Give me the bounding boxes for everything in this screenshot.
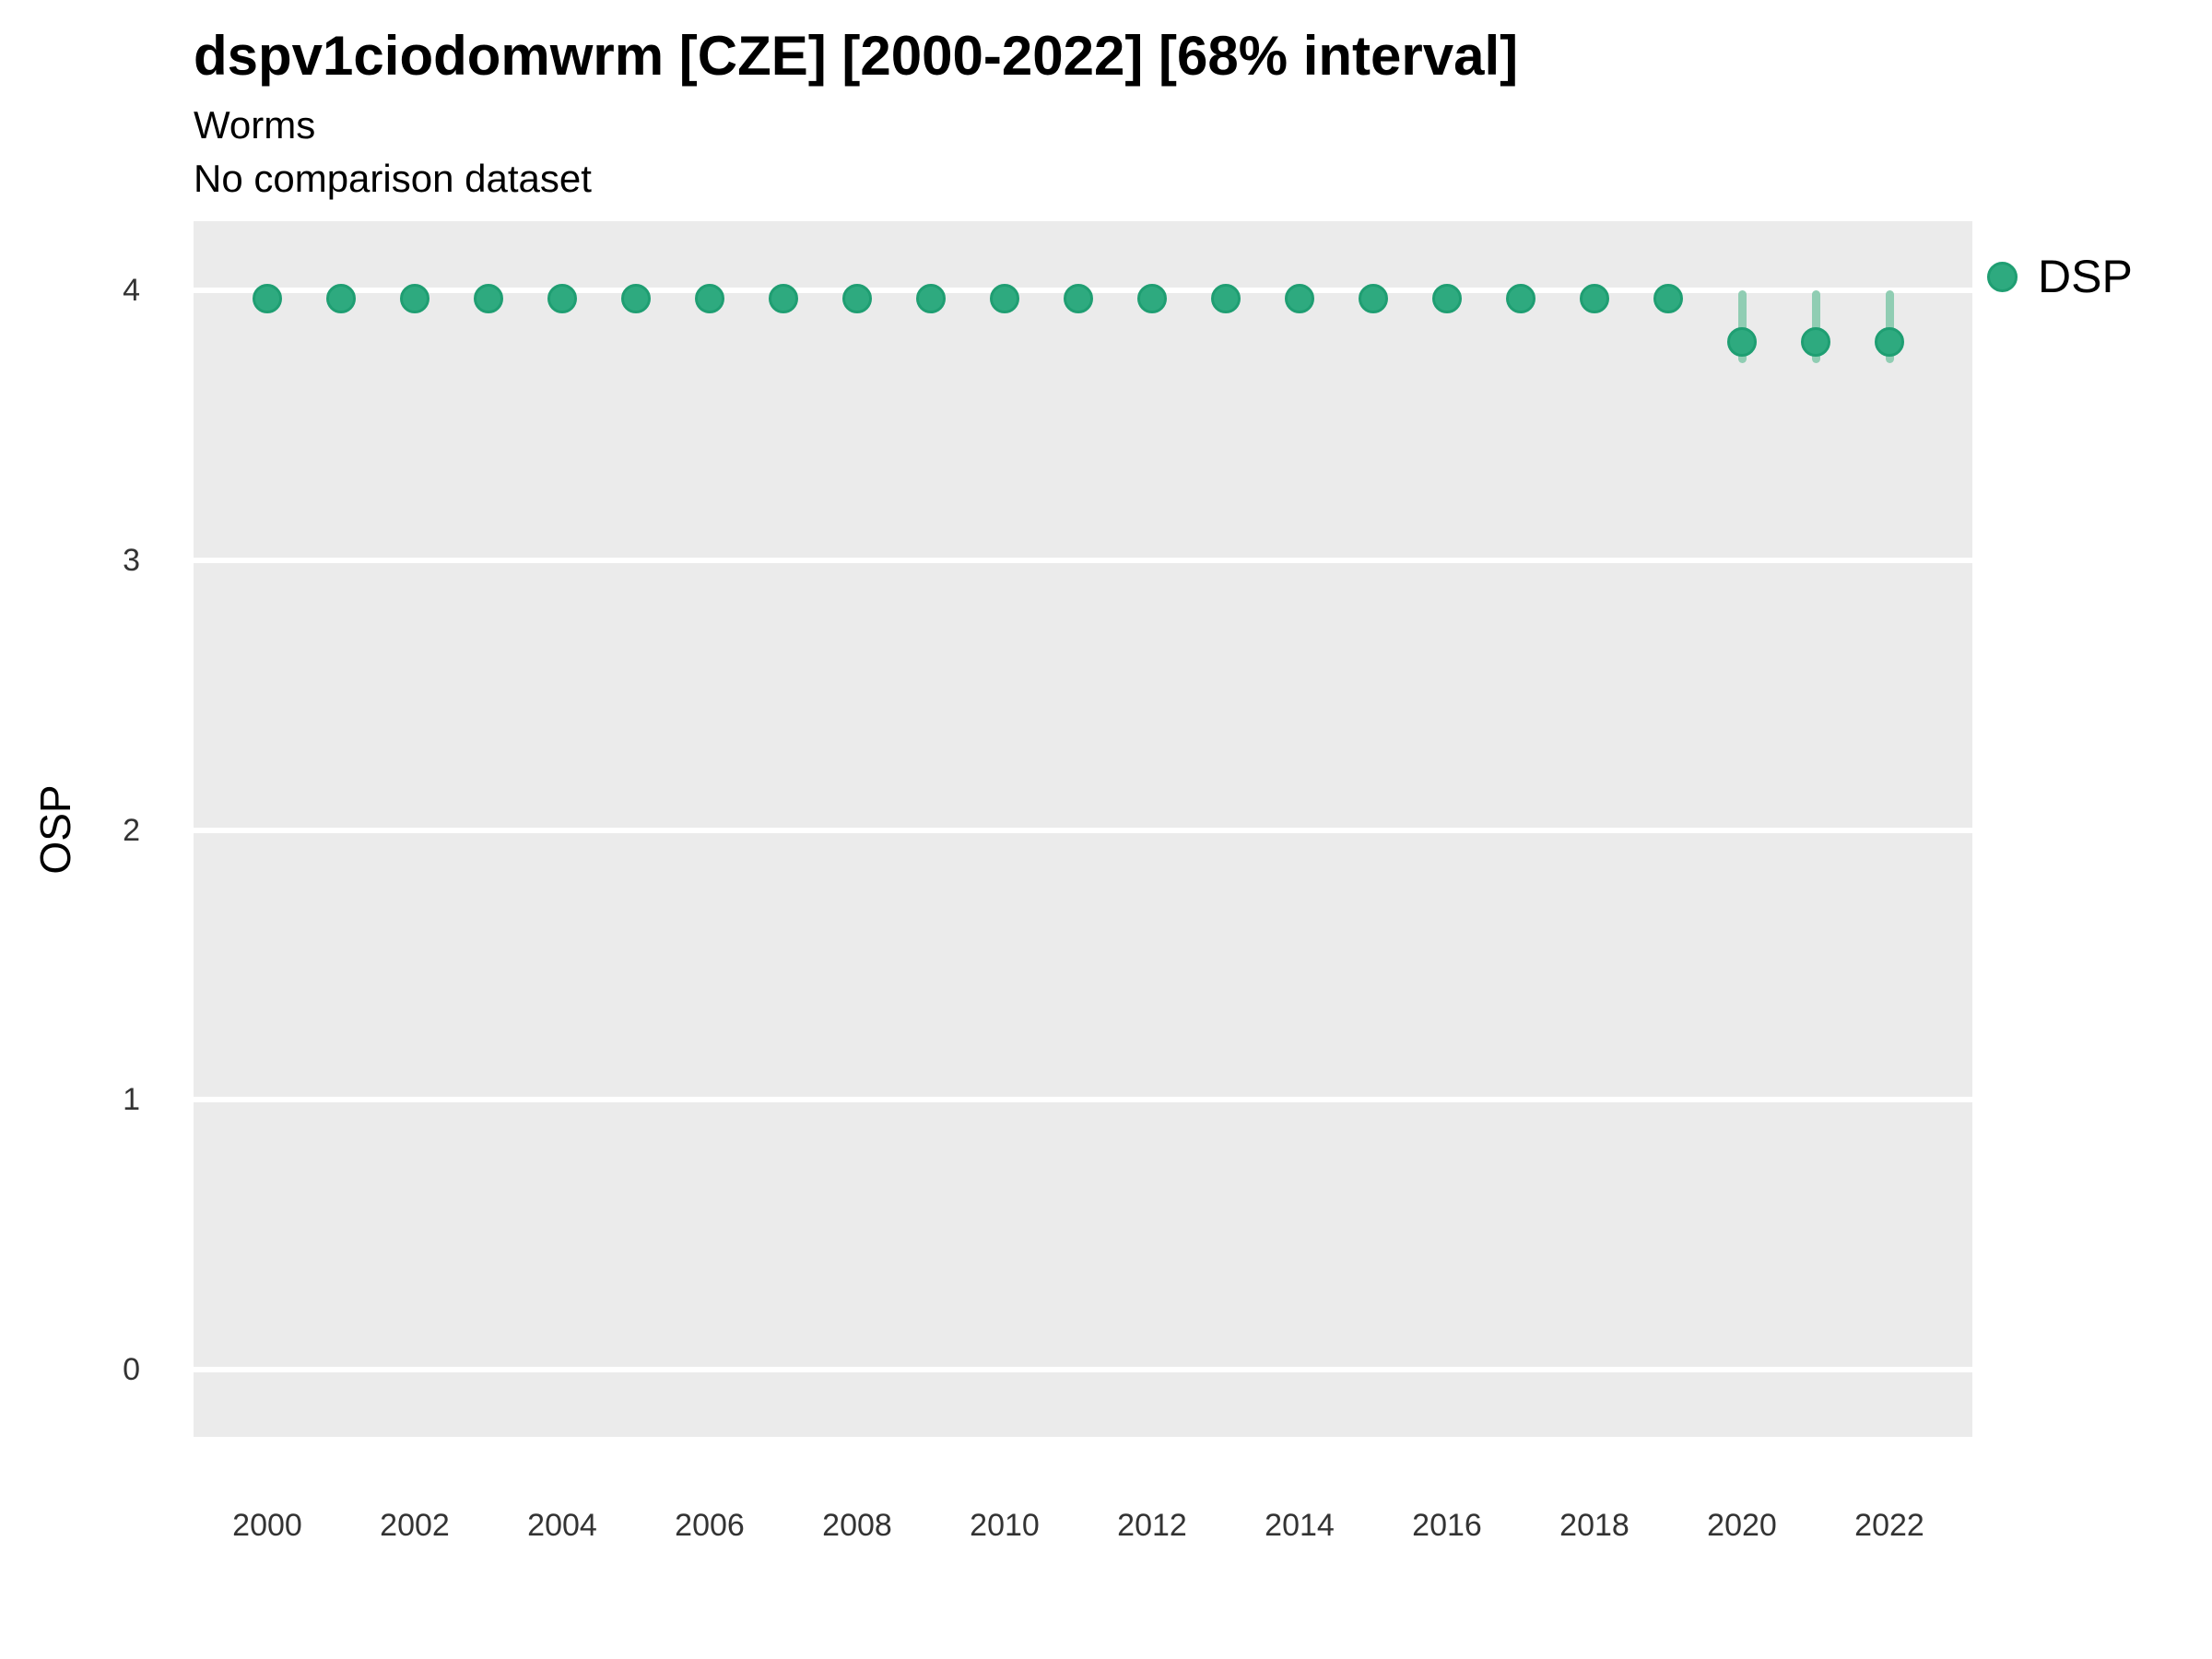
x-tick-label: 2018 xyxy=(1559,1508,1630,1543)
x-tick-label: 2002 xyxy=(380,1508,450,1543)
interval-bar xyxy=(1885,290,1894,364)
data-point xyxy=(547,283,577,313)
gridline xyxy=(194,1367,1972,1372)
y-tick-label: 0 xyxy=(123,1352,140,1387)
gridline xyxy=(194,1097,1972,1103)
x-tick-label: 2012 xyxy=(1117,1508,1187,1543)
legend: DSP xyxy=(1987,250,2133,303)
x-tick-label: 2008 xyxy=(822,1508,892,1543)
comparison-note: No comparison dataset xyxy=(194,157,592,200)
data-point xyxy=(1875,326,1904,357)
data-point xyxy=(990,283,1019,313)
data-point xyxy=(842,283,872,313)
data-point xyxy=(1211,283,1241,313)
data-point xyxy=(916,283,946,313)
chart-title: dspv1ciodomwrm [CZE] [2000-2022] [68% in… xyxy=(194,25,1519,87)
plot-panel xyxy=(194,221,1972,1437)
y-tick-label: 3 xyxy=(123,542,140,578)
x-tick-label: 2006 xyxy=(675,1508,745,1543)
gridline xyxy=(194,827,1972,833)
data-point xyxy=(1064,283,1093,313)
data-point xyxy=(1432,283,1462,313)
legend-point-icon xyxy=(1987,261,2018,292)
y-tick-label: 4 xyxy=(123,273,140,308)
x-tick-label: 2016 xyxy=(1412,1508,1482,1543)
data-point xyxy=(1653,283,1683,313)
legend-series-label: DSP xyxy=(2038,251,2133,302)
data-point xyxy=(621,283,651,313)
data-point xyxy=(474,283,503,313)
data-point xyxy=(1580,283,1609,313)
data-point xyxy=(253,283,282,313)
x-tick-label: 2022 xyxy=(1854,1508,1924,1543)
data-point xyxy=(326,283,356,313)
chart-subtitle: Worms xyxy=(194,103,316,147)
interval-bar xyxy=(1737,290,1747,364)
gridline xyxy=(194,557,1972,563)
data-point xyxy=(1137,283,1167,313)
data-point xyxy=(1506,283,1535,313)
x-tick-label: 2020 xyxy=(1707,1508,1777,1543)
x-tick-label: 2004 xyxy=(527,1508,597,1543)
data-point xyxy=(1727,326,1757,357)
x-tick-label: 2010 xyxy=(970,1508,1040,1543)
data-point xyxy=(400,283,429,313)
x-tick-label: 2014 xyxy=(1265,1508,1335,1543)
data-point xyxy=(1801,326,1830,357)
y-tick-label: 1 xyxy=(123,1082,140,1118)
data-point xyxy=(1285,283,1314,313)
data-point xyxy=(695,283,724,313)
x-tick-label: 2000 xyxy=(232,1508,302,1543)
y-tick-label: 2 xyxy=(123,812,140,848)
data-point xyxy=(769,283,798,313)
data-point xyxy=(1359,283,1388,313)
interval-bar xyxy=(1811,290,1820,364)
